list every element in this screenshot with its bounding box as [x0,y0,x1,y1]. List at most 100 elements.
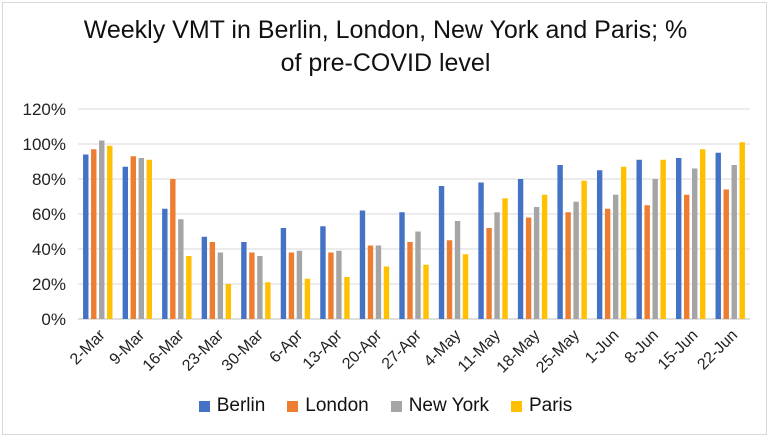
bar-berlin [715,152,721,319]
bar-london [328,252,334,319]
bar-berlin [596,170,603,319]
bar-berlin [478,182,484,319]
bar-berlin [438,186,445,319]
bar-berlin [83,154,89,319]
x-tick-label: 20-Apr [339,326,385,372]
bar-london [604,208,611,319]
legend-label: New York [408,395,489,416]
bar-paris [423,264,429,319]
bar-new-york [731,165,737,319]
legend-label: Paris [528,395,573,416]
bar-london [130,156,136,319]
bar-london [446,240,453,319]
legend-label: Berlin [216,395,266,416]
bar-berlin [399,212,405,319]
bar-london [565,212,571,319]
bar-paris [344,277,350,319]
bar-london [407,242,413,319]
x-tick-label: 16-Mar [140,326,188,374]
bar-new-york [494,212,500,319]
bar-london [249,252,255,319]
bar-new-york [652,179,658,319]
legend-swatch [390,400,402,412]
bar-new-york [257,256,263,319]
bar-paris [304,278,311,319]
bar-berlin [359,210,366,319]
legend-swatch [287,400,299,412]
chart-title: Weekly VMT in Berlin, London, New York a… [0,14,771,80]
bar-berlin [280,228,287,319]
bar-london [644,205,650,319]
chart-legend: Berlin London New York Paris [0,395,771,417]
bar-paris [739,142,745,319]
y-tick-label: 0% [41,310,66,329]
bar-london [209,242,216,319]
bar-new-york [612,194,619,319]
legend-swatch [510,400,522,412]
bar-paris [146,159,152,319]
chart-title-line-2: of pre-COVID level [280,49,491,77]
bar-berlin [162,208,168,319]
bar-berlin [320,226,326,319]
bar-paris [581,180,587,319]
bar-berlin [517,179,524,319]
bar-london [367,245,374,319]
bar-new-york [99,140,105,319]
bar-berlin [122,166,128,319]
bar-paris [700,149,706,319]
bar-london [486,228,492,319]
bar-berlin [636,159,642,319]
y-tick-label: 120% [23,100,66,119]
bar-paris [265,282,271,319]
x-tick-label: 1-Jun [582,327,622,367]
bar-new-york [454,221,461,319]
legend-item: London [287,395,369,417]
bar-new-york [217,252,224,319]
chart-title-line-1: Weekly VMT in Berlin, London, New York a… [83,16,688,44]
legend-item: Paris [510,395,573,417]
bar-paris [107,145,113,319]
bar-london [684,194,690,319]
bar-new-york [573,201,579,319]
y-tick-label: 40% [32,240,66,259]
bar-new-york [533,207,540,319]
x-tick-label: 25-May [533,327,583,377]
bar-paris [383,266,390,319]
x-tick-label: 27-Apr [379,326,425,372]
x-tick-label: 2-Mar [67,326,109,368]
bar-paris [502,198,508,319]
y-tick-label: 60% [32,205,66,224]
x-tick-label: 22-Jun [694,327,741,374]
x-tick-label: 15-Jun [655,327,702,374]
bar-paris [660,159,666,319]
x-tick-label: 18-May [494,327,544,377]
bar-berlin [201,236,208,319]
bar-new-york [336,250,342,319]
x-tick-label: 30-Mar [219,326,267,374]
bar-london [723,189,729,319]
chart-frame [2,2,767,435]
bar-new-york [692,168,698,319]
bar-paris [186,256,192,319]
bar-new-york [138,158,144,319]
bar-berlin [557,165,563,319]
bar-paris [225,284,232,319]
bar-london [525,217,532,319]
legend-item: Berlin [198,395,266,417]
bar-new-york [375,245,382,319]
legend-label: London [305,395,369,416]
bar-london [288,252,295,319]
y-tick-label: 80% [32,170,66,189]
bar-berlin [676,158,682,319]
bar-new-york [415,231,421,319]
bar-paris [541,194,548,319]
legend-item: New York [390,395,489,417]
bar-new-york [296,250,303,319]
bar-london [170,179,176,319]
bar-berlin [241,242,247,319]
legend-swatch [198,400,210,412]
x-tick-label: 13-Apr [300,326,346,372]
bar-london [91,149,97,319]
y-tick-label: 100% [23,135,66,154]
